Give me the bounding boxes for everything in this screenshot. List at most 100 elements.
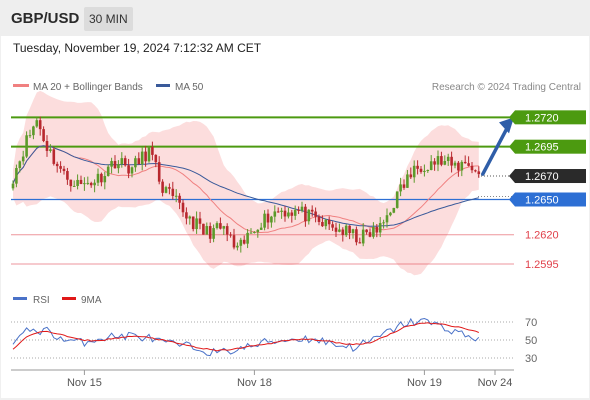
candle [229,232,232,238]
candle [460,160,464,177]
rsi-9ma-line [12,322,479,352]
candle [195,211,198,234]
candle-body [59,166,62,169]
candle-body [443,160,447,165]
candle-body [96,173,100,183]
candle-body [49,149,52,151]
candle-body [392,207,396,213]
candle [18,160,22,173]
x-tick-label: Nov 18 [237,377,272,389]
candle-body [157,162,161,182]
candle-body [416,165,419,169]
candle-body [137,158,141,165]
candle [331,221,334,231]
candle [161,179,164,197]
candle [273,205,277,223]
candle [310,205,314,217]
candle-body [62,168,66,172]
candle [246,229,249,249]
candle [38,116,42,136]
candle-body [372,226,375,237]
candle [249,228,253,234]
candle [72,180,76,187]
rsi-tick-30: 30 [525,353,537,365]
candle [392,207,396,214]
candle-body [164,187,168,193]
candle [409,167,413,179]
candle-body [300,206,304,211]
candle [463,155,467,164]
candle [117,160,120,174]
price-levels [11,116,514,265]
candle [225,223,229,242]
candle [266,209,270,230]
candle [219,217,222,230]
candle-body [236,245,239,248]
candle-body [412,165,416,178]
candle-body [324,219,328,227]
datetime-label: Tuesday, November 19, 2024 7:12:32 AM CE… [13,41,262,55]
candle-body [100,173,103,183]
legend-label-rsi: RSI [33,295,50,306]
candle [93,179,96,193]
legend-label-ma50: MA 50 [175,82,204,93]
candle [338,223,341,233]
candle [344,224,348,237]
candle-body [205,226,209,235]
candle [293,205,297,220]
candle-body [83,183,86,185]
candle [202,223,205,235]
candle-body [368,232,372,237]
candle-body [290,212,294,216]
legend-swatch-bb [13,84,29,87]
candle [440,151,443,167]
candle [467,156,470,167]
candle-body [185,212,188,219]
candle-body [385,215,389,223]
candle [89,181,93,188]
candle-body [378,223,382,233]
candle-body [460,161,464,171]
candle [52,147,56,166]
candle [270,215,273,228]
candle [157,156,161,185]
candle-body [477,171,481,175]
candle-body [314,211,317,217]
candle-body [429,161,433,171]
candle-body [106,166,110,177]
x-tick-label: Nov 15 [67,377,102,389]
candle-body [266,213,270,223]
candle [222,225,226,235]
timeframe-badge[interactable]: 30 MIN [84,7,133,31]
candle-body [310,209,314,212]
candle-body [276,211,280,213]
candle-body [181,202,185,213]
candle-body [222,226,226,229]
candle-body [188,216,192,219]
candle-body [331,224,334,228]
candle [151,141,154,161]
candle-body [433,161,436,165]
level-label-2: 1.2670 [525,171,559,183]
candle-body [198,218,202,224]
candle [324,218,328,230]
candle [429,155,433,171]
candle [185,207,188,225]
candle [365,229,368,235]
candle [348,225,351,240]
candle-body [436,156,440,165]
candle-body [259,227,263,230]
candle [419,165,423,174]
candle [11,180,15,191]
candle [147,145,151,163]
candle-body [161,181,164,193]
candle [300,201,304,213]
candle-body [130,167,134,174]
candle [239,237,243,253]
candle [423,164,426,177]
candle [110,157,113,174]
candle-body [474,170,477,172]
candle-body [45,141,49,151]
candle-body [89,182,93,186]
